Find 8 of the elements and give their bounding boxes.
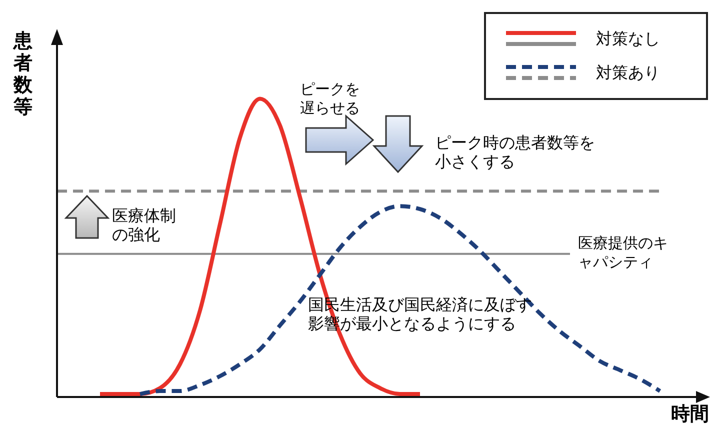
y-axis-title: 患者数等	[12, 30, 34, 118]
ref-line-label: 医療提供のキャパシティ	[578, 234, 669, 272]
legend-label: 対策あり	[596, 62, 660, 84]
legend-label: 対策なし	[596, 28, 660, 50]
annotation: ピークを遅らせる	[300, 80, 361, 118]
annotation: ピーク時の患者数等を小さくする	[435, 133, 595, 171]
annotation: 医療体制の強化	[112, 206, 177, 244]
x-axis-title: 時間	[671, 402, 709, 427]
